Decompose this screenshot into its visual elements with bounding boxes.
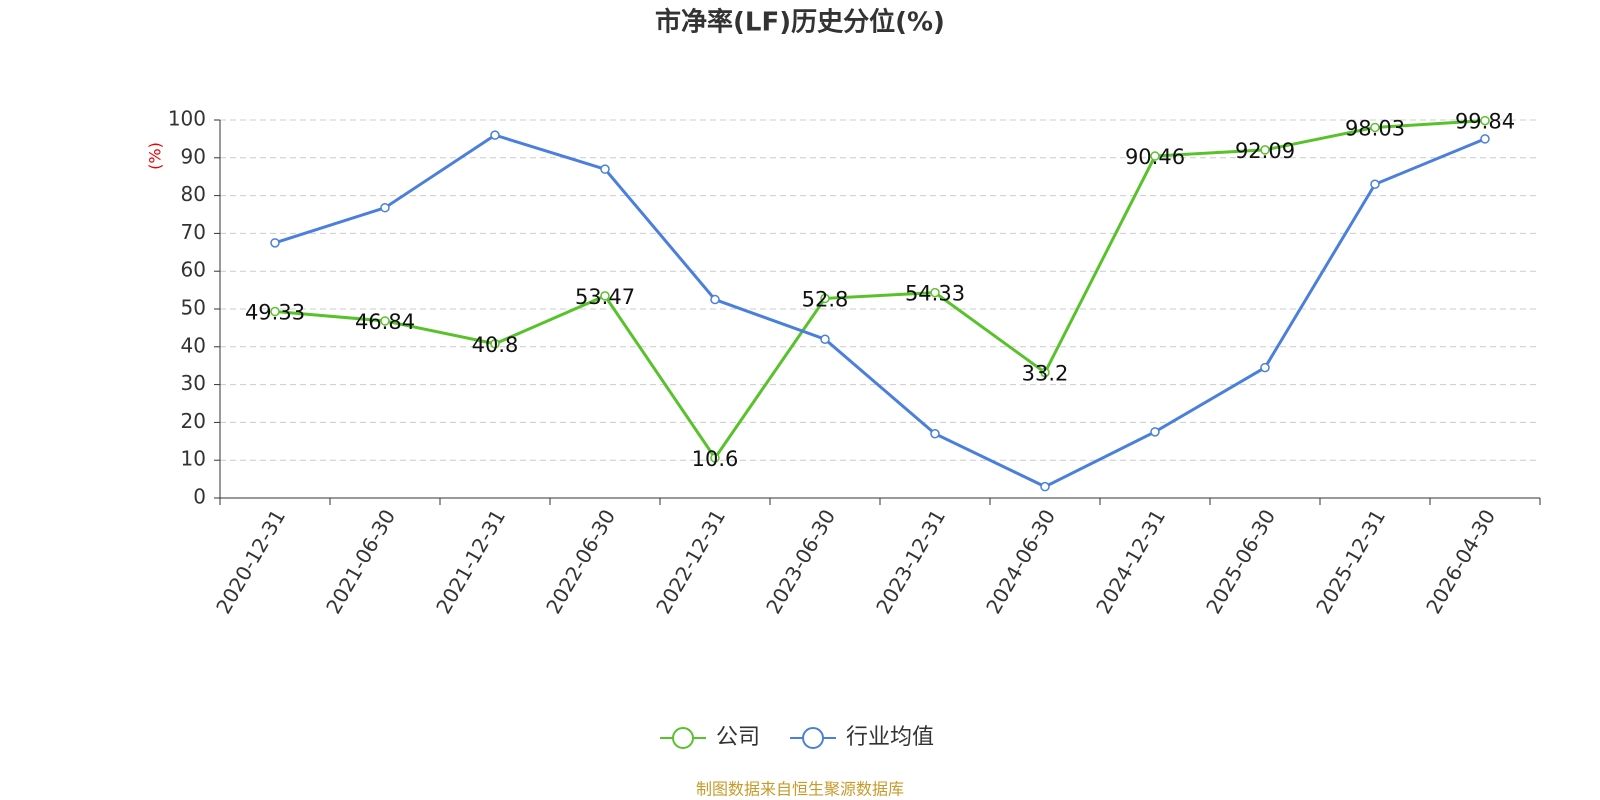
data-point (270, 306, 280, 317)
data-point (1150, 151, 1160, 161)
data-label: 46.84 (355, 310, 415, 334)
x-tick-label: 2026-04-30 (1421, 505, 1500, 618)
data-point (490, 130, 500, 140)
y-tick-label: 90 (181, 144, 206, 168)
data-point (820, 334, 830, 344)
y-axis-label: (%) (146, 142, 165, 170)
data-point (1260, 145, 1270, 155)
y-tick-label: 100 (168, 107, 206, 131)
series-line (274, 119, 1486, 461)
x-tick-label: 2022-12-31 (651, 505, 730, 618)
x-tick-label: 2025-12-31 (1311, 505, 1390, 618)
legend-label[interactable]: 公司 (716, 725, 760, 750)
legend-marker[interactable] (672, 727, 694, 749)
y-tick-label: 30 (181, 371, 206, 395)
data-label: 53.47 (575, 285, 635, 309)
data-label: 49.33 (245, 301, 305, 325)
data-label: 40.8 (472, 333, 519, 357)
x-tick-label: 2021-06-30 (321, 505, 400, 618)
data-point (710, 453, 720, 463)
data-label: 33.2 (1022, 362, 1069, 386)
data-label: 99.84 (1455, 110, 1515, 134)
x-tick-label: 2023-06-30 (761, 505, 840, 618)
data-point (820, 293, 830, 304)
x-tick-label: 2023-12-31 (871, 505, 950, 618)
x-tick-label: 2021-12-31 (431, 505, 510, 618)
source-note: 制图数据来自恒生聚源数据库 (696, 780, 904, 799)
data-point (710, 294, 720, 305)
y-tick-label: 10 (181, 447, 206, 471)
y-tick-label: 0 (193, 485, 206, 509)
data-point (1370, 122, 1380, 133)
y-tick-label: 20 (181, 409, 206, 433)
data-label: 54.33 (905, 282, 965, 306)
series-line (274, 133, 1486, 489)
y-tick-label: 80 (181, 182, 206, 206)
legend-label[interactable]: 行业均值 (846, 725, 934, 750)
data-label: 98.03 (1345, 116, 1405, 140)
data-point (1260, 362, 1270, 373)
x-tick-label: 2024-06-30 (981, 505, 1060, 618)
x-tick-label: 2020-12-31 (211, 505, 290, 618)
x-tick-label: 2024-12-31 (1091, 505, 1170, 618)
chart-title: 市净率(LF)历史分位(%) (655, 7, 945, 38)
data-point (930, 428, 940, 439)
y-tick-label: 70 (181, 220, 206, 244)
data-label: 52.8 (802, 287, 849, 311)
data-point (600, 291, 610, 301)
x-tick-label: 2025-06-30 (1201, 505, 1280, 618)
data-point (1480, 134, 1490, 144)
data-label: 90.46 (1125, 145, 1185, 169)
data-point (490, 339, 500, 349)
data-point (1480, 115, 1490, 126)
data-point (1150, 427, 1160, 437)
y-tick-label: 40 (181, 333, 206, 357)
data-point (930, 287, 940, 298)
data-point (1040, 481, 1050, 492)
data-point (600, 164, 610, 174)
legend-marker[interactable] (802, 727, 825, 749)
y-tick-label: 60 (181, 258, 206, 282)
data-point (1040, 367, 1050, 378)
data-point (380, 316, 390, 326)
data-point (380, 202, 390, 213)
data-label: 92.09 (1235, 139, 1295, 163)
x-tick-label: 2022-06-30 (541, 505, 620, 618)
data-point (270, 238, 280, 248)
data-label: 10.6 (692, 447, 739, 471)
data-point (1370, 179, 1380, 190)
y-tick-label: 50 (181, 296, 206, 320)
